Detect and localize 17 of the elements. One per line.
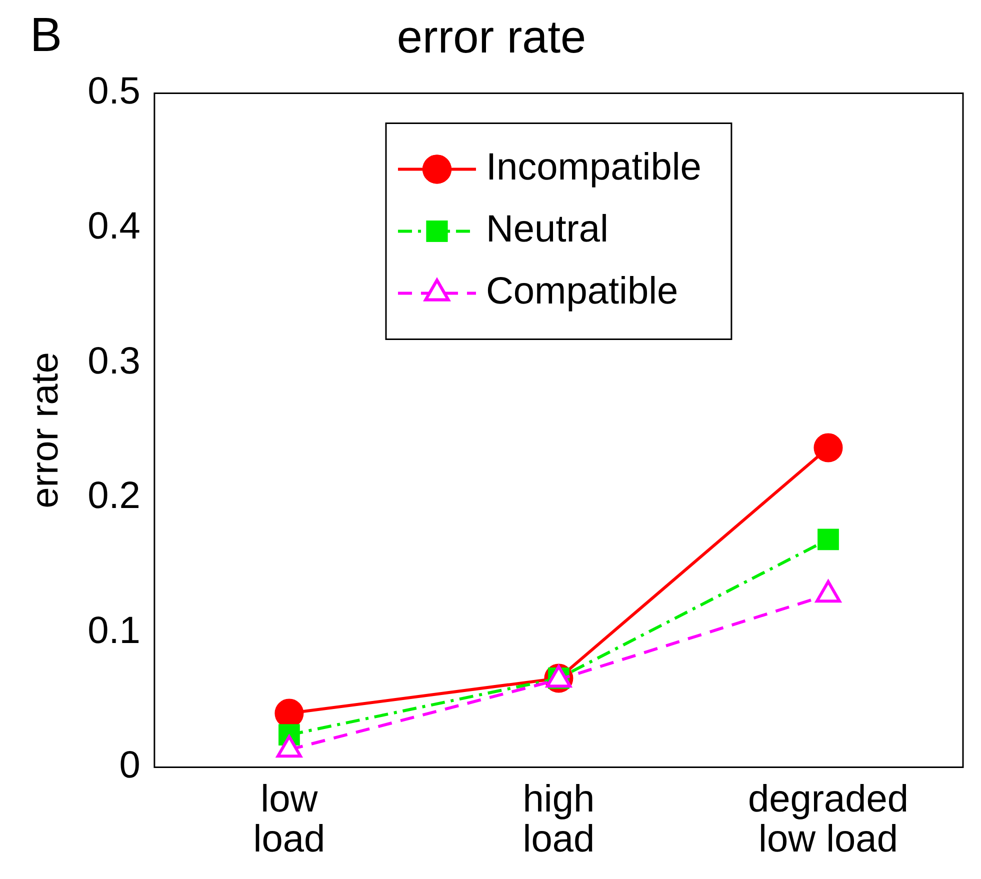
x-tick-label: high load: [522, 778, 595, 861]
chart-title: error rate: [396, 10, 586, 62]
x-tick-label: low load: [253, 778, 326, 861]
legend-label: Incompatible: [486, 146, 702, 189]
y-tick-label: 0.2: [88, 475, 140, 518]
legend-label: Compatible: [486, 270, 678, 313]
x-tick-label: degraded low load: [748, 778, 909, 861]
y-tick-label: 0: [119, 744, 140, 787]
point: [818, 528, 839, 550]
y-tick-label: 0.3: [88, 340, 140, 382]
y-tick-label: 0.5: [88, 70, 140, 113]
legend-label: Neutral: [486, 208, 608, 251]
y-axis-title: error rate: [24, 352, 66, 508]
y-tick-label: 0.1: [88, 610, 140, 652]
y-tick-label: 0.4: [88, 205, 140, 248]
text: B: [30, 9, 62, 62]
point: [814, 433, 843, 462]
